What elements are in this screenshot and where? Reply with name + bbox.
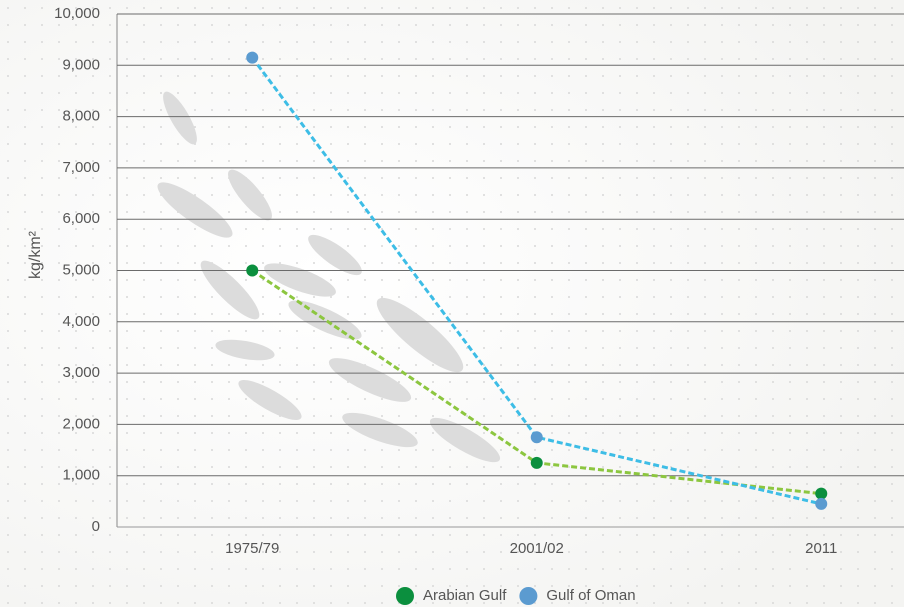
y-tick-label: 1,000: [62, 467, 100, 484]
x-tick-label: 2011: [805, 540, 837, 557]
data-point: [815, 497, 828, 510]
series-line: [251, 56, 822, 506]
data-point: [530, 431, 543, 444]
legend-label: Gulf of Oman: [546, 587, 635, 604]
y-tick-label: 0: [92, 518, 100, 535]
y-tick-label: 7,000: [62, 159, 100, 176]
y-tick-label: 5,000: [62, 261, 100, 278]
legend-label: Arabian Gulf: [423, 587, 507, 604]
y-tick-label: 10,000: [54, 5, 100, 22]
legend-marker: [396, 587, 414, 605]
y-tick-label: 8,000: [62, 108, 100, 125]
data-point: [246, 264, 259, 277]
y-tick-label: 2,000: [62, 415, 100, 432]
x-tick-label: 1975/79: [225, 540, 279, 557]
y-axis-label: kg/km²: [27, 230, 44, 279]
fish-decoration: [157, 91, 501, 463]
data-point: [246, 51, 259, 64]
data-point: [530, 456, 543, 469]
legend-marker: [519, 587, 538, 605]
y-tick-label: 4,000: [62, 313, 100, 330]
y-tick-label: 6,000: [62, 210, 100, 227]
y-tick-label: 9,000: [62, 56, 100, 73]
data-point: [815, 487, 828, 500]
y-tick-label: 3,000: [62, 364, 100, 381]
x-tick-label: 2001/02: [510, 540, 564, 557]
